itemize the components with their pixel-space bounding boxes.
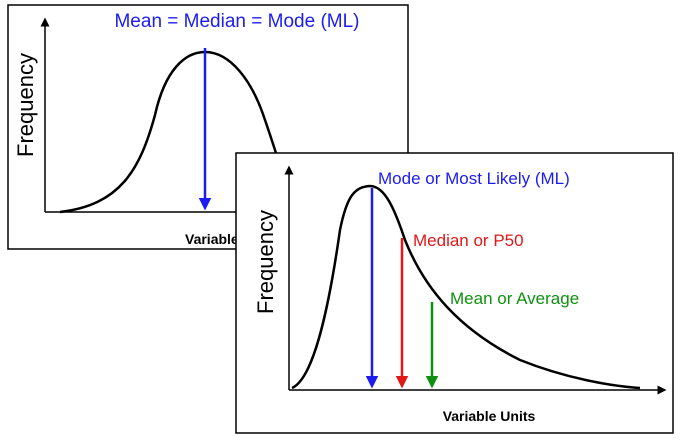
panel-skewed-xlabel: Variable Units <box>443 408 536 424</box>
panel-skewed-median-label: Median or P50 <box>413 231 524 250</box>
panel-symmetric-ylabel: Frequency <box>13 53 38 157</box>
panel-skewed-mean-label: Mean or Average <box>450 289 579 308</box>
panel-symmetric-curve <box>59 50 287 214</box>
panel-skewed: Mode or Most Likely (ML) Median or P50 M… <box>235 152 674 434</box>
panel-skewed-mode-label: Mode or Most Likely (ML) <box>378 169 570 188</box>
panel-symmetric-annotation: Mean = Median = Mode (ML) <box>114 11 359 32</box>
panel-skewed-curve <box>291 184 641 390</box>
panel-skewed-frame <box>235 152 674 434</box>
panel-skewed-ylabel: Frequency <box>253 210 278 314</box>
